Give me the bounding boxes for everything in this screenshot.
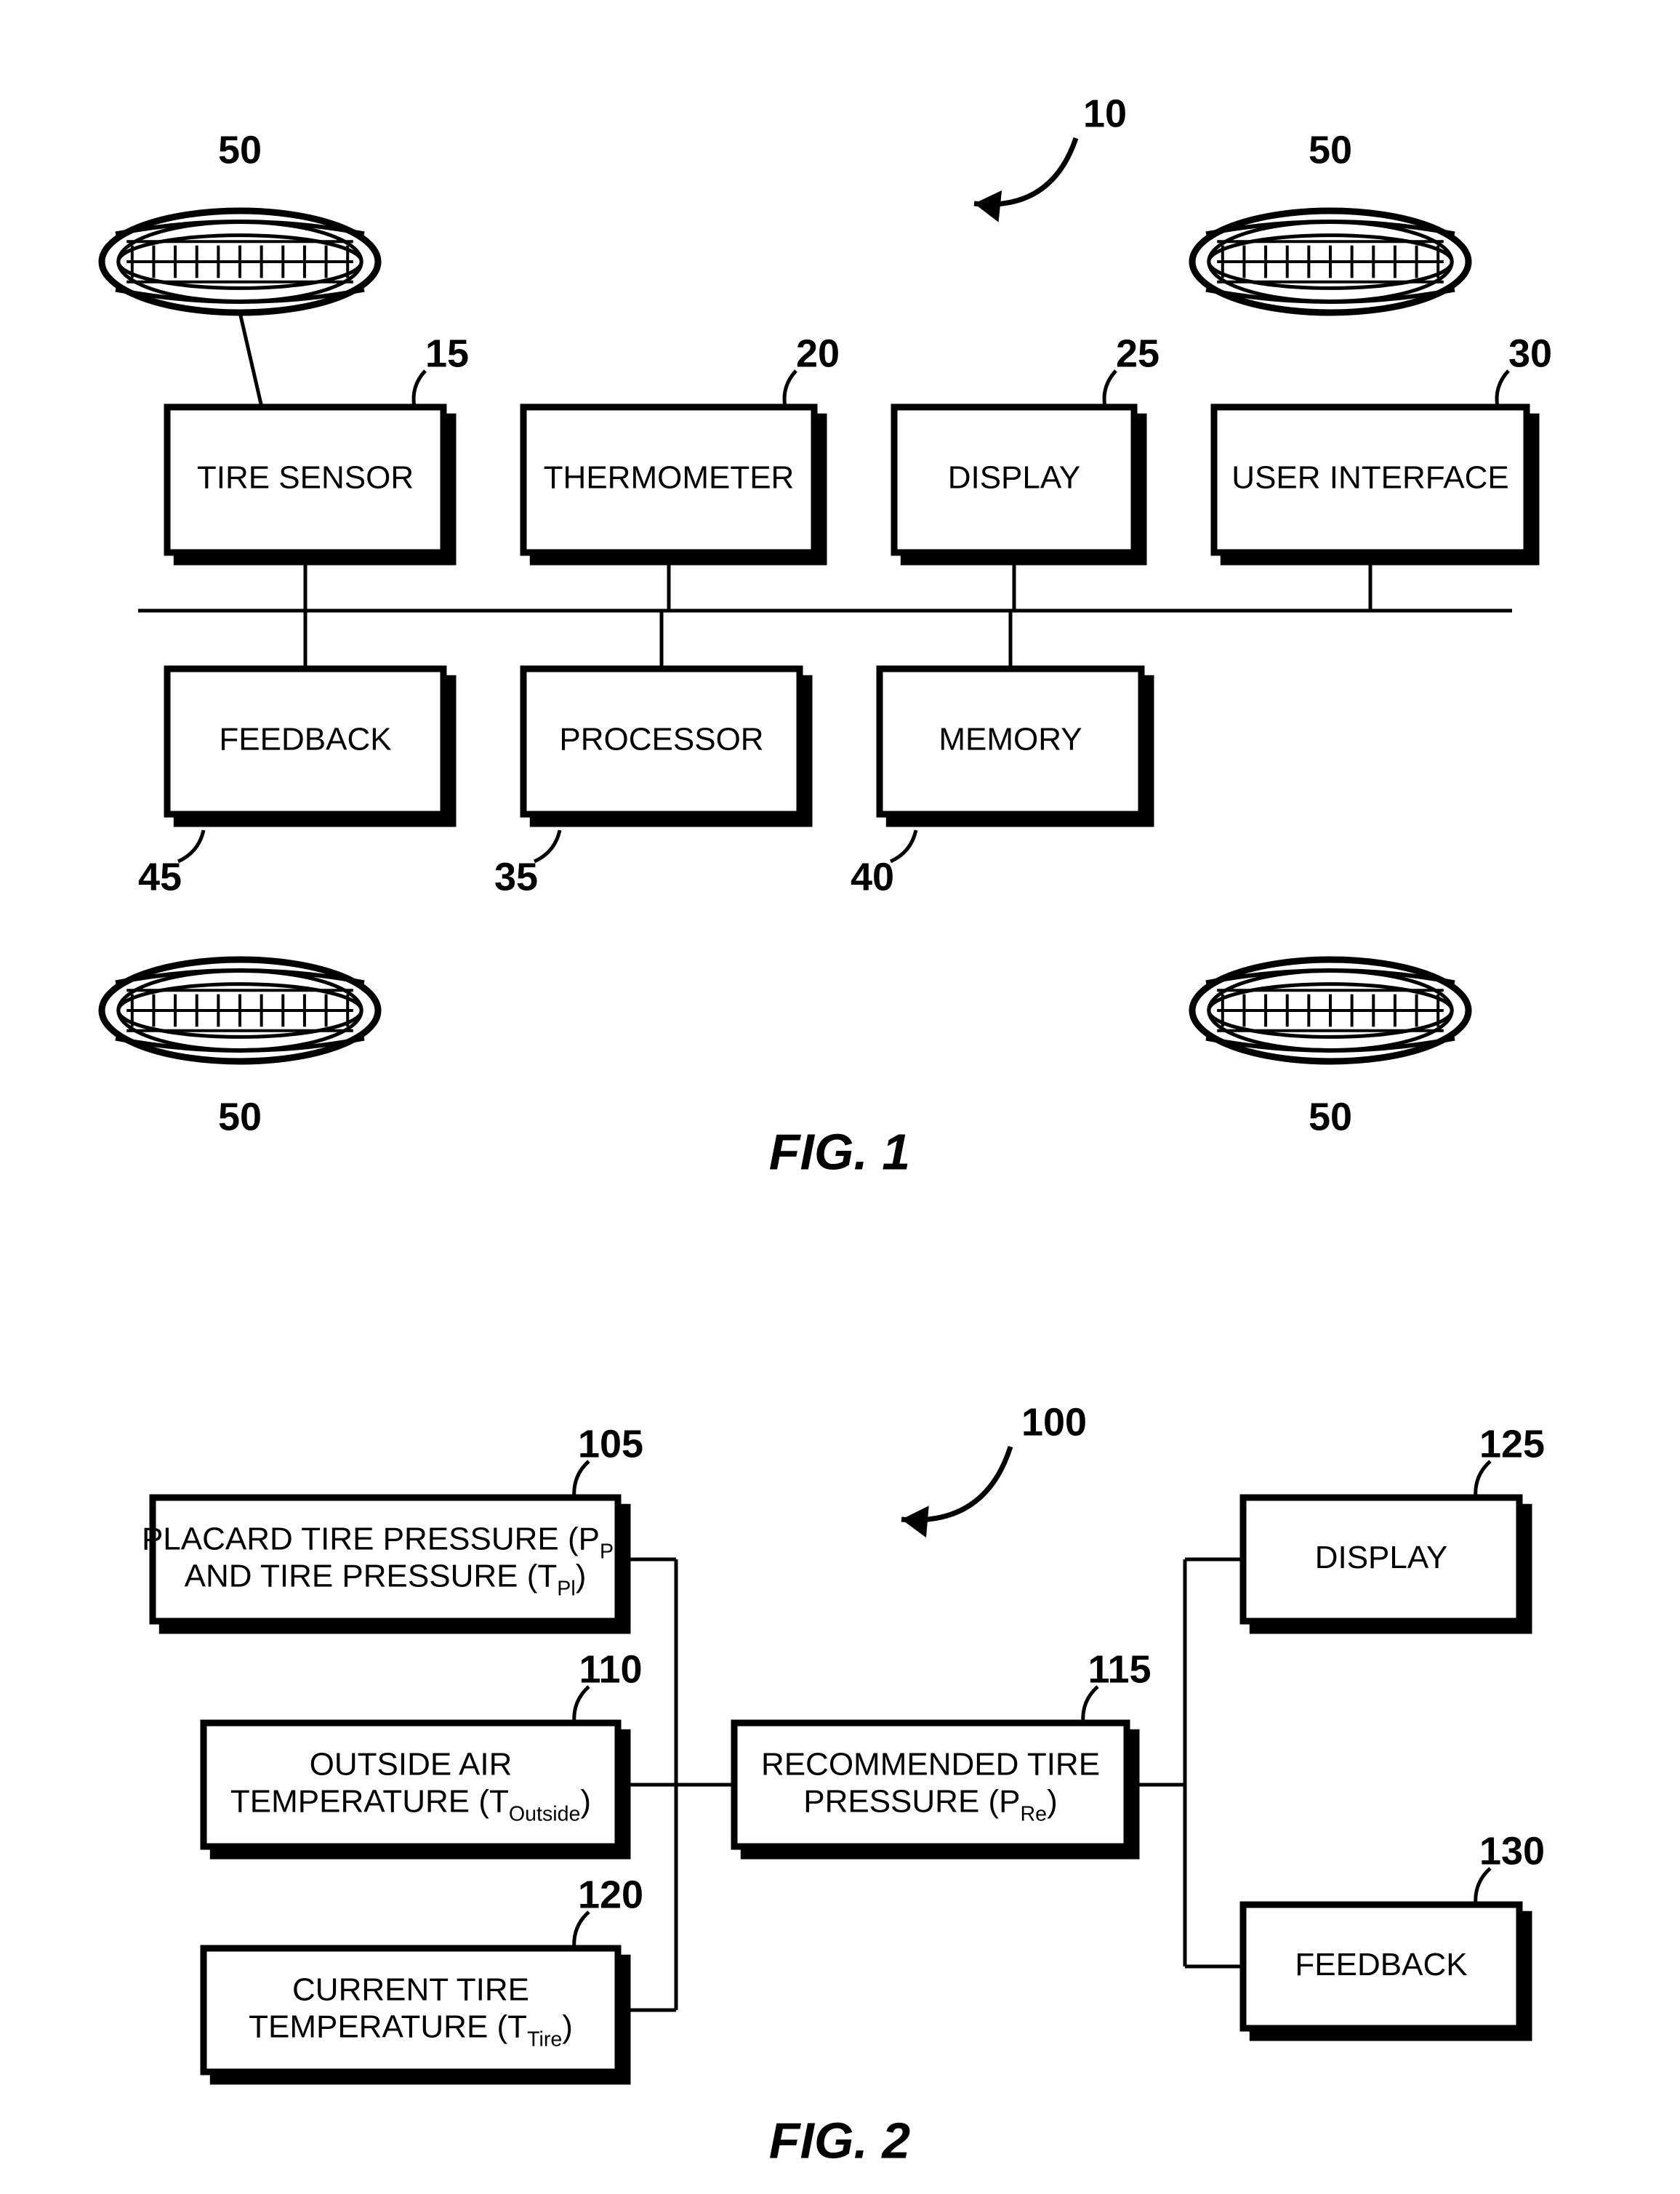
- feedback-box-label: FEEDBACK: [219, 722, 391, 758]
- ref-20: 20: [796, 331, 840, 375]
- tire-icon: [1192, 211, 1468, 313]
- recommended-label-line-0: RECOMMENDED TIRE: [761, 1746, 1100, 1782]
- current-label-line-0: CURRENT TIRE: [292, 1972, 529, 2007]
- fig2-title: FIG. 2: [769, 2112, 911, 2169]
- ref-115: 115: [1088, 1647, 1151, 1691]
- ref-50: 50: [1309, 1095, 1352, 1138]
- tire-icon: [102, 211, 378, 313]
- display2-label-line-0: DISPLAY: [1315, 1540, 1448, 1575]
- ref-110: 110: [579, 1647, 642, 1691]
- ref-50: 50: [218, 1095, 262, 1138]
- ref-105: 105: [578, 1422, 643, 1466]
- ref-30: 30: [1508, 331, 1552, 375]
- outside-label-line-0: OUTSIDE AIR: [310, 1746, 513, 1782]
- ref-40: 40: [851, 855, 894, 899]
- svg-text:10: 10: [1083, 92, 1127, 135]
- thermometer-box-label: THERMOMETER: [544, 460, 795, 496]
- ref-130: 130: [1479, 1829, 1545, 1873]
- feedback2-label-line-0: FEEDBACK: [1295, 1947, 1467, 1982]
- ref-15: 15: [425, 331, 469, 375]
- ref-120: 120: [578, 1873, 643, 1916]
- tire-icon: [1192, 960, 1468, 1061]
- fig1-title: FIG. 1: [769, 1123, 910, 1180]
- processor-box-label: PROCESSOR: [559, 722, 763, 758]
- ref-35: 35: [494, 855, 538, 899]
- user-interface-box-label: USER INTERFACE: [1231, 460, 1508, 496]
- tire-icon: [102, 960, 378, 1061]
- ref-50: 50: [1309, 128, 1352, 172]
- ref-45: 45: [138, 855, 182, 899]
- display-box-label: DISPLAY: [948, 460, 1081, 496]
- tire-sensor-box-label: TIRE SENSOR: [197, 460, 414, 496]
- ref-50: 50: [218, 128, 262, 172]
- memory-box-label: MEMORY: [939, 722, 1082, 758]
- svg-text:100: 100: [1021, 1400, 1087, 1444]
- ref-125: 125: [1479, 1422, 1545, 1466]
- ref-25: 25: [1116, 331, 1159, 375]
